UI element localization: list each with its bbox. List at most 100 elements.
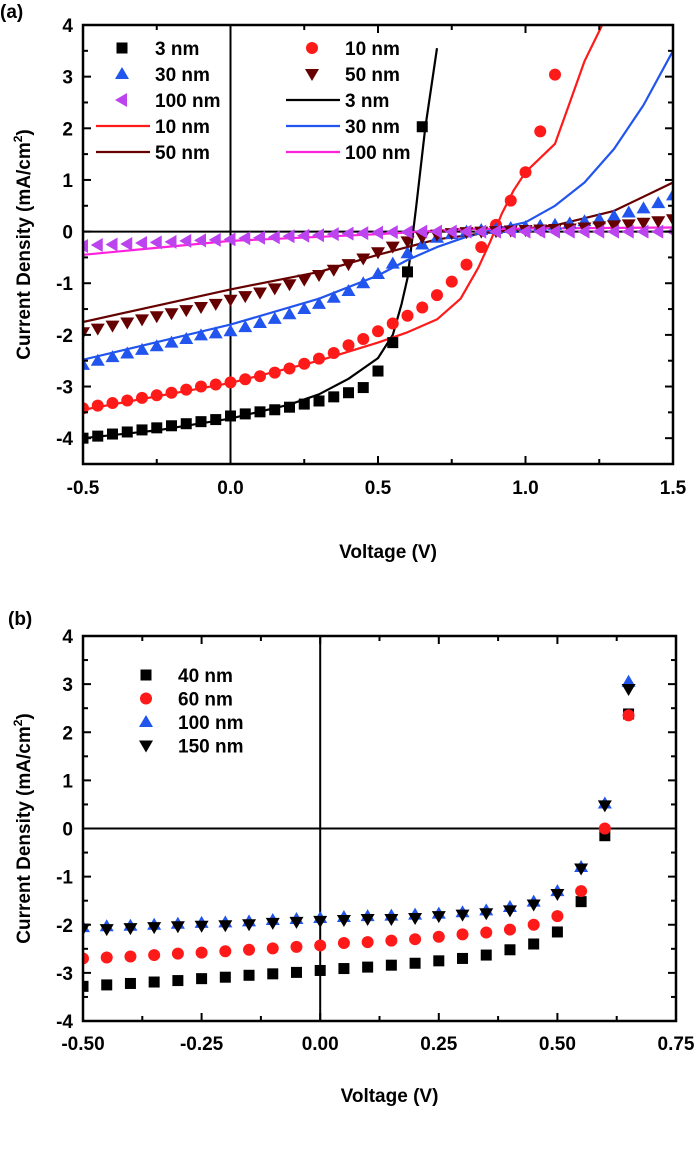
data-point [326,227,339,242]
legend-marker [306,42,318,54]
data-point [289,916,304,929]
data-point [90,353,105,366]
data-point [551,910,564,923]
data-point [282,279,297,292]
data-point [433,955,445,967]
data-point [83,952,89,965]
data-point [356,276,371,289]
data-point [504,944,516,956]
data-point [528,938,540,950]
data-point [83,402,89,415]
data-point [313,915,328,928]
data-point [148,949,161,962]
data-point [90,238,103,253]
data-point [526,899,541,912]
data-point [341,226,354,241]
data-point [385,241,400,254]
legend-label: 150 nm [178,737,243,758]
legend-item: 30 nm [286,117,400,138]
data-point [92,430,104,442]
data-point [460,258,473,271]
legend-label: 30 nm [155,65,210,86]
data-point [598,822,611,835]
data-point [83,980,89,992]
fit-line-10nm [83,25,604,411]
data-point [341,283,356,296]
legend-marker [140,692,152,705]
y-tick-label: 0 [62,820,73,841]
data-point [416,121,428,133]
x-tick-label: -0.50 [61,1034,104,1055]
data-point [357,333,370,346]
data-point [312,228,324,243]
y-tick-label: 2 [62,723,73,744]
data-point [651,196,666,209]
data-point [336,914,351,927]
series-60nm [83,709,635,965]
data-point [124,977,136,989]
data-point [457,952,469,964]
data-point [209,378,222,391]
data-point [120,317,135,330]
data-point [194,233,206,248]
data-point [253,316,267,329]
data-point [430,224,442,239]
data-point [431,289,443,302]
data-point [298,357,311,370]
data-point [400,225,413,240]
x-tick-label: 0.75 [658,1034,695,1055]
data-point [223,232,236,247]
data-point [121,394,134,407]
data-point [480,926,493,939]
data-point [136,391,148,404]
data-point [312,269,326,282]
data-point [282,229,295,244]
legend-item: 3 nm [286,91,389,112]
y-axis-title: Current Density (mA/cm2) [11,713,35,944]
data-point [100,951,113,964]
data-point [90,323,105,336]
series-40nm [83,708,635,992]
data-point [409,957,421,969]
data-point [549,68,561,81]
data-point [254,370,266,383]
data-point [290,940,303,953]
y-axis-title-main: Current Density (mA/cm [14,142,35,360]
data-point [297,274,312,287]
data-point [208,326,223,339]
data-point [360,913,375,926]
data-point [194,920,209,933]
data-point [592,212,607,225]
data-point [269,404,281,416]
data-point [562,224,575,239]
y-tick-label: 3 [62,675,73,696]
data-point [342,339,355,352]
data-point [135,235,147,250]
data-point [120,346,135,359]
data-point [135,342,149,355]
data-point [91,399,104,412]
legend-marker [305,69,319,81]
data-point [195,416,207,428]
data-point [283,362,296,375]
x-tick-label: 1.5 [660,478,687,499]
data-point [328,391,340,403]
data-point [254,406,266,418]
data-point [265,917,280,930]
legend-marker [115,93,127,107]
data-point [432,930,445,943]
data-point [290,966,302,978]
data-point [136,424,148,436]
data-point [621,674,636,687]
legend-item: 50 nm [305,65,400,86]
data-point [592,221,607,234]
data-point [636,201,651,214]
y-tick-label: 2 [62,119,73,140]
data-point [208,232,221,247]
data-point [238,231,251,246]
data-point [474,224,487,239]
data-point [239,373,252,386]
data-point [621,224,634,239]
data-point [267,968,279,980]
x-tick-label: 0.5 [365,478,392,499]
